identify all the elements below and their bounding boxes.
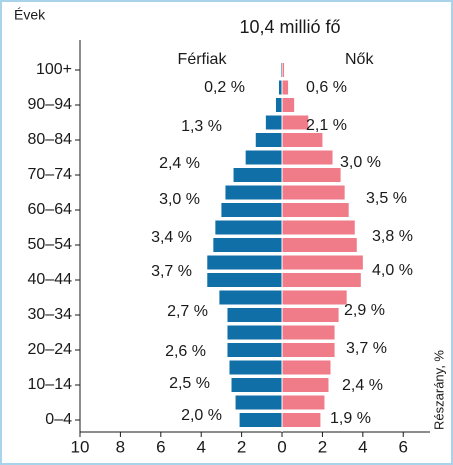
male-annotation: 3,0 % bbox=[159, 191, 200, 208]
y-tick-label: 100+ bbox=[36, 61, 72, 78]
x-tick-label: 4 bbox=[196, 437, 205, 456]
female-bar bbox=[282, 185, 345, 200]
y-axis-label: Évek bbox=[14, 7, 46, 23]
female-bar bbox=[282, 395, 325, 410]
x-tick-label: 6 bbox=[156, 437, 165, 456]
y-tick-label: 80–84 bbox=[28, 131, 73, 148]
female-bar bbox=[282, 343, 335, 357]
male-annotation: 3,4 % bbox=[151, 229, 192, 246]
female-bar bbox=[282, 378, 329, 392]
male-annotation: 2,4 % bbox=[159, 155, 200, 172]
female-bar bbox=[282, 273, 361, 287]
male-bar bbox=[265, 115, 283, 130]
female-annotation: 2,9 % bbox=[344, 302, 385, 319]
female-bar bbox=[282, 133, 323, 147]
female-bar bbox=[282, 413, 321, 427]
female-bar bbox=[282, 308, 339, 322]
female-bar bbox=[282, 360, 331, 375]
female-annotation: 4,0 % bbox=[372, 262, 413, 279]
x-axis-label: Részarány, % bbox=[431, 350, 446, 430]
male-annotation: 2,7 % bbox=[167, 303, 208, 320]
male-bar bbox=[207, 273, 283, 287]
chart-title: 10,4 millió fő bbox=[239, 17, 340, 37]
male-annotation: 2,5 % bbox=[169, 375, 210, 392]
x-tick-label: 4 bbox=[358, 437, 367, 456]
x-tick-label: 0 bbox=[277, 437, 286, 456]
male-bar bbox=[227, 325, 283, 340]
male-bar bbox=[255, 133, 283, 147]
male-annotation: 0,2 % bbox=[204, 79, 245, 96]
male-bar bbox=[231, 378, 283, 392]
y-tick-label: 50–54 bbox=[28, 236, 73, 253]
y-tick-label: 40–44 bbox=[28, 271, 73, 288]
y-tick-label: 10–14 bbox=[28, 376, 73, 393]
female-bar bbox=[282, 115, 309, 130]
female-bar bbox=[282, 168, 341, 182]
female-bar bbox=[282, 255, 363, 270]
male-bar bbox=[275, 98, 283, 112]
y-tick-label: 30–34 bbox=[28, 306, 73, 323]
male-annotation: 1,3 % bbox=[181, 118, 222, 135]
male-bar bbox=[213, 238, 283, 252]
female-bar bbox=[282, 80, 289, 95]
y-tick-label: 60–64 bbox=[28, 201, 73, 218]
male-bar bbox=[233, 168, 283, 182]
male-annotation: 2,6 % bbox=[165, 343, 206, 360]
male-bar bbox=[207, 255, 283, 270]
female-bar bbox=[282, 98, 295, 112]
male-bar bbox=[239, 413, 283, 427]
x-tick-label: 2 bbox=[237, 437, 246, 456]
female-annotation: 0,6 % bbox=[306, 79, 347, 96]
x-tick-label: 10 bbox=[71, 437, 90, 456]
female-bar bbox=[282, 325, 335, 340]
male-bar bbox=[281, 63, 283, 77]
female-annotation: 3,5 % bbox=[366, 190, 407, 207]
male-bar bbox=[221, 203, 283, 217]
female-bar bbox=[282, 150, 333, 165]
male-bar bbox=[215, 220, 283, 235]
y-tick-label: 90–94 bbox=[28, 96, 73, 113]
legend-female: Nők bbox=[345, 51, 374, 68]
female-annotation: 1,9 % bbox=[330, 410, 371, 427]
male-bar bbox=[245, 150, 283, 165]
y-tick-label: 0–4 bbox=[45, 411, 72, 428]
male-bar bbox=[229, 360, 283, 375]
male-bar bbox=[227, 343, 283, 357]
male-bar bbox=[219, 290, 283, 305]
legend-male: Férfiak bbox=[178, 51, 228, 68]
female-annotation: 3,8 % bbox=[372, 228, 413, 245]
female-annotation: 2,1 % bbox=[306, 117, 347, 134]
x-tick-label: 8 bbox=[116, 437, 125, 456]
y-tick-label: 20–24 bbox=[28, 341, 73, 358]
female-bar bbox=[282, 63, 285, 77]
female-annotation: 3,7 % bbox=[346, 340, 387, 357]
x-tick-label: 6 bbox=[399, 437, 408, 456]
male-bar bbox=[235, 395, 283, 410]
y-tick-label: 70–74 bbox=[28, 166, 73, 183]
x-tick-label: 2 bbox=[318, 437, 327, 456]
female-bar bbox=[282, 238, 357, 252]
male-bar bbox=[227, 308, 283, 322]
female-bar bbox=[282, 203, 349, 217]
female-bar bbox=[282, 220, 355, 235]
male-bar bbox=[225, 185, 283, 200]
female-annotation: 3,0 % bbox=[340, 154, 381, 171]
male-annotation: 3,7 % bbox=[151, 263, 192, 280]
female-bar bbox=[282, 290, 347, 305]
female-annotation: 2,4 % bbox=[342, 377, 383, 394]
male-annotation: 2,0 % bbox=[181, 407, 222, 424]
male-bar bbox=[278, 80, 283, 95]
